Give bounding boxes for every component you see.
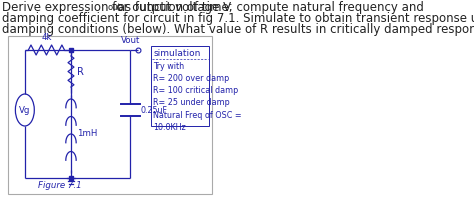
Text: Figure 7.1: Figure 7.1 (38, 181, 82, 190)
Text: 1mH: 1mH (77, 129, 97, 138)
Text: simulation: simulation (153, 49, 201, 58)
Text: Vg: Vg (19, 106, 30, 114)
Bar (151, 46, 209, 126)
Text: Vout: Vout (120, 36, 140, 45)
Text: Try with
R= 200 over damp
R= 100 critical damp
R= 25 under damp
Natural Freq of : Try with R= 200 over damp R= 100 critica… (153, 62, 242, 132)
Text: 4k: 4k (41, 33, 52, 42)
Text: damping conditions (below). What value of R results in critically damped respons: damping conditions (below). What value o… (2, 23, 474, 36)
Text: R: R (77, 67, 84, 76)
Text: as function of time; compute natural frequency and: as function of time; compute natural fre… (114, 1, 423, 14)
Text: out: out (107, 3, 121, 12)
Text: 0.25uF: 0.25uF (141, 106, 168, 114)
Text: Derive expression for output voltage V: Derive expression for output voltage V (2, 1, 231, 14)
Bar (8, 36, 212, 194)
Text: damping coefficient for circuit in fig 7.1. Simulate to obtain transient respons: damping coefficient for circuit in fig 7… (2, 12, 474, 25)
